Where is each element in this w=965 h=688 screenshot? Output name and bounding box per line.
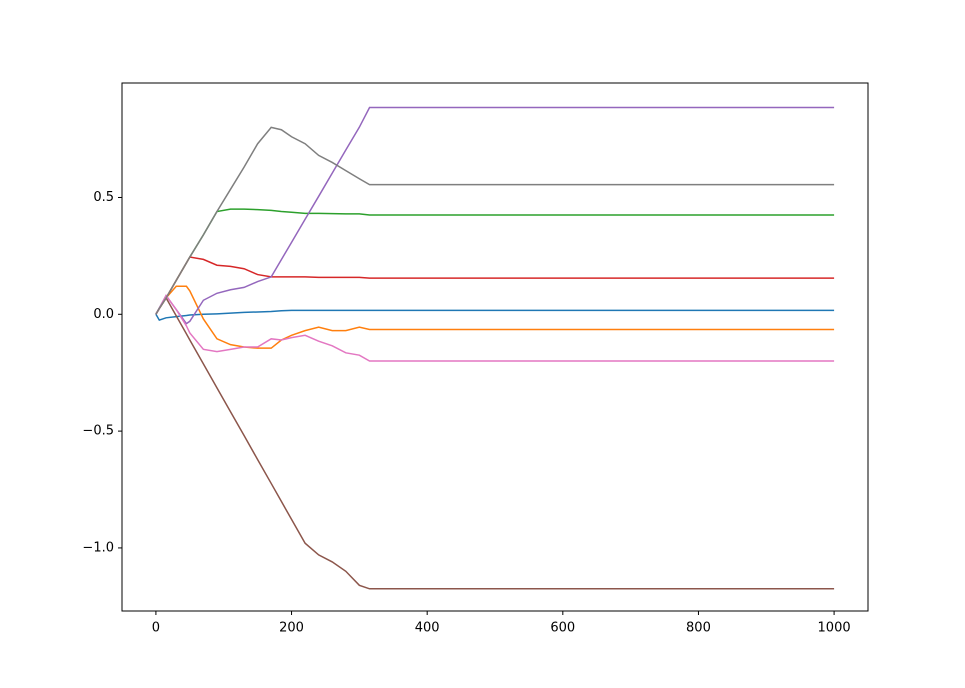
x-tick-label: 200 xyxy=(279,621,304,636)
series-line xyxy=(155,285,835,349)
y-tick-label: 0.5 xyxy=(93,190,114,205)
series-line xyxy=(155,126,835,315)
series-line xyxy=(155,256,835,315)
series-line xyxy=(155,294,835,362)
plot-frame xyxy=(121,82,869,612)
series-line xyxy=(155,296,835,590)
y-tick-label: −1.0 xyxy=(82,540,114,555)
x-tick-label: 600 xyxy=(550,621,575,636)
x-tick-label: 800 xyxy=(686,621,711,636)
x-tick-label: 1000 xyxy=(818,621,851,636)
y-tick-label: 0.0 xyxy=(93,307,114,322)
series-line xyxy=(155,208,835,315)
x-tick-label: 400 xyxy=(415,621,440,636)
y-tick-label: −0.5 xyxy=(82,424,114,439)
series-line xyxy=(155,309,835,322)
x-tick-label: 0 xyxy=(152,621,160,636)
series-line xyxy=(155,106,835,325)
